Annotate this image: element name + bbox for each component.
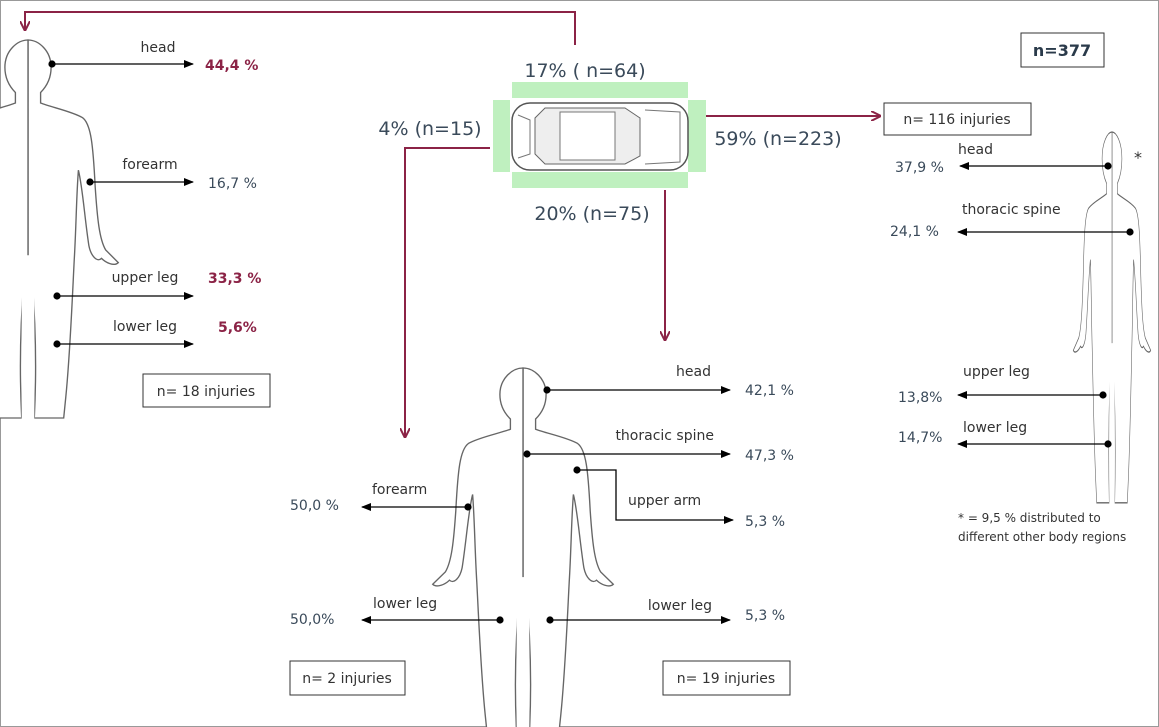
region-value: 24,1 % xyxy=(890,224,939,240)
region-label: upper leg xyxy=(963,364,1030,380)
region-label: lower leg xyxy=(373,596,437,612)
region-label: upper leg xyxy=(112,270,179,286)
region-value: 44,4 % xyxy=(205,58,258,74)
car-left: 4% (n=15) xyxy=(378,118,481,140)
region-label: forearm xyxy=(372,482,427,498)
car-right: 59% (n=223) xyxy=(714,128,841,150)
region-label: lower leg xyxy=(113,319,177,335)
arrow-left xyxy=(405,147,490,437)
note: * = 9,5 % distributed to xyxy=(958,511,1101,525)
region-label: forearm xyxy=(122,157,177,173)
region-value: 5,3 % xyxy=(745,608,785,624)
total: n=377 xyxy=(1033,41,1091,60)
side-pointers xyxy=(957,162,1134,448)
region-value: 13,8% xyxy=(898,390,942,406)
region-value: 47,3 % xyxy=(745,448,794,464)
rear-pointers xyxy=(361,386,734,624)
region-value: 50,0% xyxy=(290,612,334,628)
region-label: head xyxy=(958,142,993,158)
region-label: head xyxy=(141,40,176,56)
region-value: 14,7% xyxy=(898,430,942,446)
rear-body xyxy=(433,368,614,727)
arrow-front xyxy=(25,11,576,45)
region-value: 5,6% xyxy=(218,320,257,336)
car xyxy=(493,82,706,188)
car-bottom: 20% (n=75) xyxy=(534,203,649,225)
region-label: lower leg xyxy=(648,598,712,614)
region-label: upper arm xyxy=(628,493,701,509)
note: different other body regions xyxy=(958,530,1126,544)
region-label: head xyxy=(676,364,711,380)
region-label: thoracic spine xyxy=(962,202,1061,218)
car-top: 17% ( n=64) xyxy=(524,60,645,82)
region-value: 5,3 % xyxy=(745,514,785,530)
front-body xyxy=(0,40,118,423)
region-value: 16,7 % xyxy=(208,176,257,192)
injury-count: n= 18 injuries xyxy=(157,384,255,400)
injury-count: n= 2 injuries xyxy=(302,671,392,687)
region-value: 42,1 % xyxy=(745,383,794,399)
injury-count: n= 116 injuries xyxy=(903,112,1010,128)
region-label: thoracic spine xyxy=(615,428,714,444)
region-label: lower leg xyxy=(963,420,1027,436)
side-body xyxy=(1073,132,1150,508)
region-value: 33,3 % xyxy=(208,271,261,287)
region-value: 50,0 % xyxy=(290,498,339,514)
injury-count: n= 19 injuries xyxy=(677,671,775,687)
asterisk: * xyxy=(1134,148,1142,167)
region-value: 37,9 % xyxy=(895,160,944,176)
front-pointers xyxy=(48,60,194,348)
